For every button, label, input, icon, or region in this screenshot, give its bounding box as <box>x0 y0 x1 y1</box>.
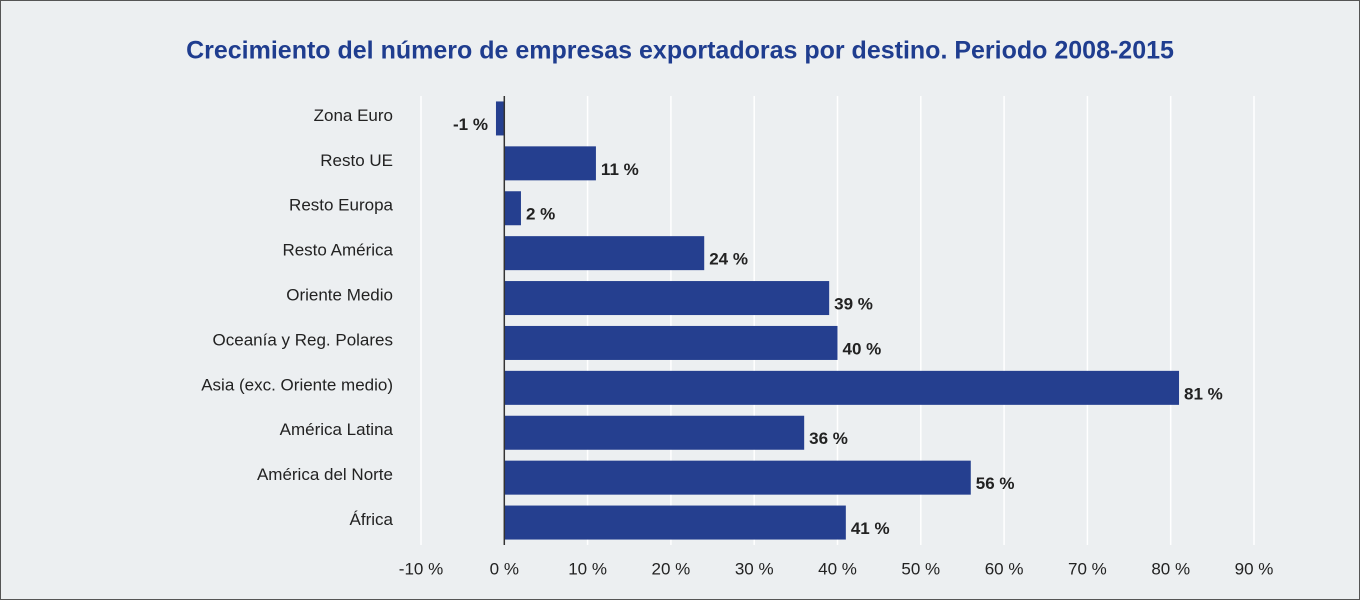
value-label: -1 % <box>453 115 488 134</box>
y-tick-label: Oceanía y Reg. Polares <box>213 330 393 349</box>
y-tick-label: América del Norte <box>257 465 393 484</box>
y-tick-label: Resto América <box>282 241 393 260</box>
bar <box>504 370 1180 405</box>
y-tick-label: Resto Europa <box>289 196 393 215</box>
chart-title: Crecimiento del número de empresas expor… <box>186 37 1174 65</box>
bar <box>504 191 521 226</box>
x-tick-label: 40 % <box>818 559 857 578</box>
value-label: 24 % <box>709 250 748 269</box>
value-label: 40 % <box>843 339 882 358</box>
x-tick-label: 30 % <box>735 559 774 578</box>
y-tick-label: Zona Euro <box>314 106 393 125</box>
y-tick-label: Asia (exc. Oriente medio) <box>201 375 393 394</box>
value-label: 56 % <box>976 474 1015 493</box>
bar <box>504 415 805 450</box>
bar <box>504 325 838 360</box>
x-tick-label: 80 % <box>1151 559 1190 578</box>
x-tick-label: 70 % <box>1068 559 1107 578</box>
x-tick-label: 10 % <box>568 559 607 578</box>
value-label: 11 % <box>601 160 639 179</box>
x-tick-label: -10 % <box>399 559 443 578</box>
x-tick-label: 0 % <box>490 559 519 578</box>
value-label: 81 % <box>1184 384 1223 403</box>
x-tick-label: 50 % <box>901 559 940 578</box>
bar <box>504 146 596 181</box>
bar <box>504 281 830 316</box>
y-tick-label: América Latina <box>280 420 394 439</box>
x-tick-label: 60 % <box>985 559 1024 578</box>
value-label: 36 % <box>809 429 848 448</box>
bar <box>495 101 505 136</box>
y-tick-label: Resto UE <box>320 151 393 170</box>
bar <box>504 460 971 495</box>
value-label: 41 % <box>851 519 890 538</box>
x-tick-label: 20 % <box>652 559 691 578</box>
x-tick-label: 90 % <box>1235 559 1274 578</box>
y-tick-label: Oriente Medio <box>286 286 393 305</box>
value-label: 39 % <box>834 295 873 314</box>
bar <box>504 505 846 540</box>
y-tick-label: África <box>350 510 394 529</box>
value-label: 2 % <box>526 205 555 224</box>
bar <box>504 236 705 271</box>
